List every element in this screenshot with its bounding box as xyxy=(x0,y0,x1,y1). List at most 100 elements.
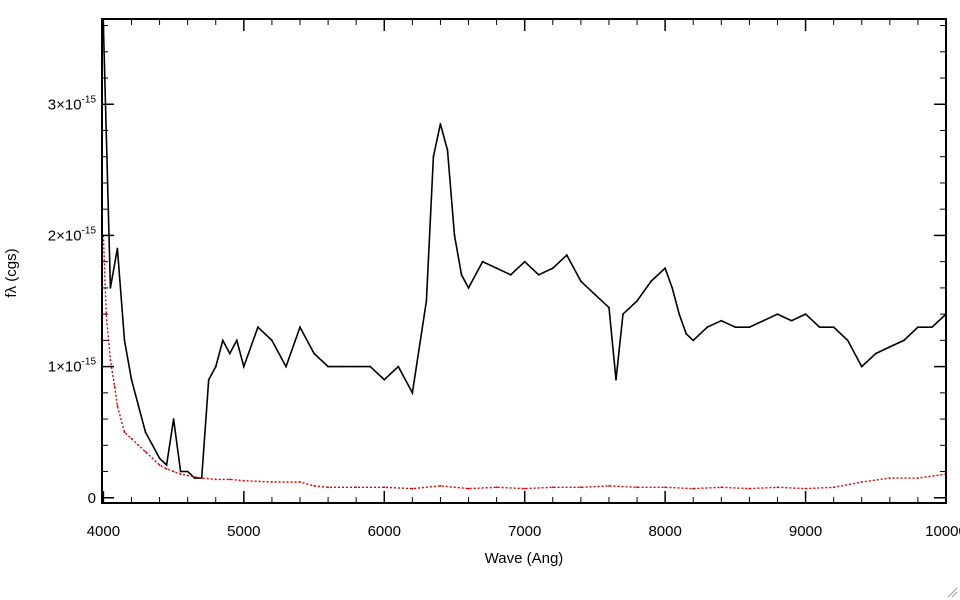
flux-point-11 xyxy=(179,470,182,473)
error-point-16 xyxy=(214,478,217,481)
flux-point-49 xyxy=(608,306,610,309)
y-axis-label: fλ (cgs) xyxy=(3,248,20,297)
error-point-17 xyxy=(228,478,231,481)
flux-point-64 xyxy=(776,313,779,315)
flux-point-57 xyxy=(685,332,688,335)
error-point-12 xyxy=(172,470,175,473)
error-point-25 xyxy=(411,487,414,490)
error-point-38 xyxy=(776,486,779,489)
flux-point-59 xyxy=(706,326,709,329)
flux-point-5 xyxy=(137,405,140,407)
error-point-15 xyxy=(200,477,203,479)
flux-point-3 xyxy=(123,339,126,342)
flux-point-50 xyxy=(615,378,617,381)
flux-point-25 xyxy=(313,352,315,355)
flux-point-27 xyxy=(341,365,343,368)
flux-point-72 xyxy=(888,346,891,348)
error-point-27 xyxy=(467,487,470,490)
flux-point-58 xyxy=(692,339,695,342)
error-point-18 xyxy=(242,479,245,482)
flux-point-32 xyxy=(411,391,414,394)
flux-point-15 xyxy=(207,378,210,381)
flux-point-37 xyxy=(453,234,456,237)
flux-point-30 xyxy=(383,378,386,381)
error-point-24 xyxy=(383,486,386,489)
x-tick-label: 7000 xyxy=(508,523,541,540)
error-point-30 xyxy=(551,486,554,489)
flux-point-23 xyxy=(285,365,287,368)
flux-point-74 xyxy=(917,326,919,329)
error-point-8 xyxy=(144,450,147,453)
resize-grip-icon[interactable] xyxy=(946,586,958,598)
flux-point-44 xyxy=(537,273,540,276)
flux-point-54 xyxy=(664,267,666,270)
x-tick-label: 4000 xyxy=(87,523,120,540)
error-point-42 xyxy=(888,477,891,479)
flux-point-42 xyxy=(509,273,512,276)
flux-point-38 xyxy=(460,273,463,276)
flux-point-9 xyxy=(165,464,168,466)
flux-point-29 xyxy=(369,365,372,368)
flux-point-40 xyxy=(481,260,484,263)
error-point-40 xyxy=(832,486,835,489)
flux-point-24 xyxy=(299,326,301,329)
error-point-33 xyxy=(636,486,638,489)
flux-point-45 xyxy=(551,267,554,270)
error-point-26 xyxy=(439,485,442,487)
flux-point-62 xyxy=(748,326,751,329)
error-point-19 xyxy=(271,481,273,483)
flux-point-13 xyxy=(193,477,196,479)
x-axis-label: Wave (Ang) xyxy=(485,550,564,567)
flux-point-22 xyxy=(271,339,273,342)
flux-point-31 xyxy=(397,365,400,368)
flux-point-65 xyxy=(790,319,793,322)
flux-point-67 xyxy=(818,326,821,329)
error-point-31 xyxy=(580,486,582,489)
error-point-39 xyxy=(804,487,807,490)
flux-point-36 xyxy=(446,149,449,152)
flux-point-4 xyxy=(130,378,133,381)
x-tick-label: 6000 xyxy=(368,523,401,540)
y-tick-label: 1×10-15 xyxy=(48,357,97,376)
flux-point-12 xyxy=(186,470,189,473)
flux-point-8 xyxy=(158,457,161,460)
spectrum-flux-line xyxy=(102,25,946,479)
flux-point-2 xyxy=(116,247,119,250)
error-point-2 xyxy=(109,359,112,361)
error-point-11 xyxy=(165,468,168,470)
flux-point-61 xyxy=(734,326,737,329)
error-point-32 xyxy=(608,485,610,487)
error-point-20 xyxy=(299,481,301,483)
error-point-13 xyxy=(179,473,182,475)
flux-point-33 xyxy=(425,300,428,302)
flux-point-18 xyxy=(228,352,231,355)
error-point-3 xyxy=(113,385,116,388)
flux-point-7 xyxy=(151,444,154,447)
error-point-36 xyxy=(720,486,723,489)
error-point-7 xyxy=(137,444,140,447)
error-point-6 xyxy=(130,437,133,440)
y-tick-label: 3×10-15 xyxy=(48,94,97,113)
error-point-4 xyxy=(116,405,119,407)
y-tick-label: 0 xyxy=(88,490,96,507)
flux-point-41 xyxy=(495,267,498,270)
flux-point-34 xyxy=(432,155,435,158)
flux-point-53 xyxy=(650,280,652,283)
flux-point-56 xyxy=(678,313,681,315)
flux-point-16 xyxy=(214,365,217,368)
flux-point-71 xyxy=(874,352,877,355)
error-point-28 xyxy=(495,486,498,489)
flux-point-46 xyxy=(565,254,568,256)
flux-point-26 xyxy=(327,365,329,368)
flux-point-39 xyxy=(467,287,470,289)
error-spectrum-line xyxy=(102,235,946,490)
plot-frame xyxy=(101,18,947,504)
flux-point-6 xyxy=(144,431,147,434)
flux-point-35 xyxy=(439,123,442,125)
flux-point-52 xyxy=(636,300,638,302)
flux-point-17 xyxy=(221,339,224,342)
error-point-43 xyxy=(917,477,919,479)
